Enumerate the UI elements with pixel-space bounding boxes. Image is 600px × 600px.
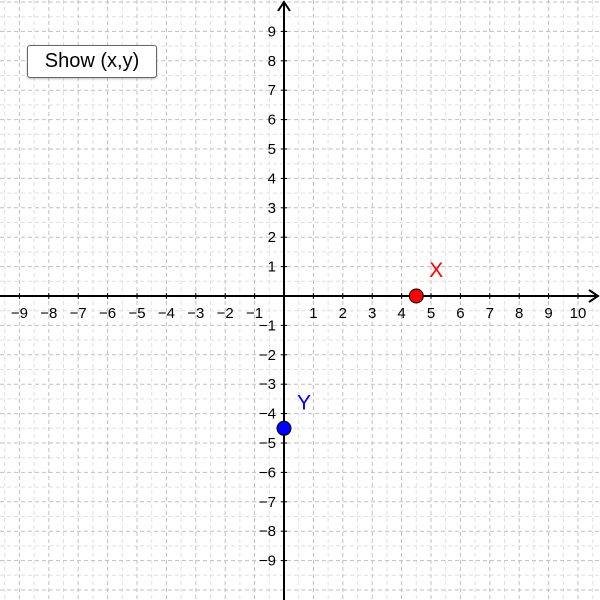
y-tick-label: 2	[268, 229, 276, 246]
y-tick-label: −3	[259, 376, 276, 393]
y-tick-label: −7	[259, 494, 276, 511]
y-axis-arrow	[277, 0, 291, 12]
x-tick-label: −7	[70, 305, 87, 322]
point-x[interactable]	[408, 288, 424, 304]
x-tick-label: 3	[368, 305, 376, 322]
y-tick-label: −1	[259, 317, 276, 334]
tick-labels: −9 −8 −7 −6 −5 −4 −3 −2 −1 1 2 3 4 5 6 7 8 9 10 9 8 7 6 5 4 3 2 1 −1…	[11, 23, 586, 569]
x-tick-label: 6	[456, 305, 464, 322]
point-y[interactable]	[276, 420, 292, 436]
point-label-y: Y	[297, 391, 311, 414]
y-tick-label: 5	[268, 141, 276, 158]
x-tick-label: 10	[570, 305, 587, 322]
x-tick-label: −6	[99, 305, 116, 322]
y-tick-label: 6	[268, 112, 276, 129]
x-tick-label: 4	[397, 305, 405, 322]
y-tick-label: −9	[259, 553, 276, 570]
x-tick-label: −9	[11, 305, 28, 322]
y-tick-label: −5	[259, 435, 276, 452]
x-tick-label: 9	[544, 305, 552, 322]
x-tick-label: −4	[158, 305, 175, 322]
x-tick-label: −8	[40, 305, 57, 322]
y-tick-label: 7	[268, 82, 276, 99]
points[interactable]: XY	[276, 259, 443, 436]
y-tick-label: −8	[259, 523, 276, 540]
point-label-x: X	[429, 259, 443, 282]
y-tick-label: −4	[259, 406, 276, 423]
y-tick-label: −6	[259, 464, 276, 481]
x-tick-label: 1	[309, 305, 317, 322]
x-tick-label: −2	[217, 305, 234, 322]
x-tick-label: 5	[427, 305, 435, 322]
x-tick-label: 2	[339, 305, 347, 322]
x-tick-label: −5	[128, 305, 145, 322]
x-tick-label: −1	[246, 305, 263, 322]
y-tick-label: 4	[268, 170, 276, 187]
x-axis-arrow	[588, 289, 600, 303]
y-tick-label: 3	[268, 200, 276, 217]
y-tick-label: −2	[259, 347, 276, 364]
y-tick-label: 9	[268, 23, 276, 40]
show-coordinates-button[interactable]: Show (x,y)	[27, 45, 157, 78]
x-tick-label: 8	[515, 305, 523, 322]
x-tick-label: −3	[187, 305, 204, 322]
y-tick-label: 1	[268, 259, 276, 276]
y-tick-label: 8	[268, 53, 276, 70]
x-tick-label: 7	[486, 305, 494, 322]
